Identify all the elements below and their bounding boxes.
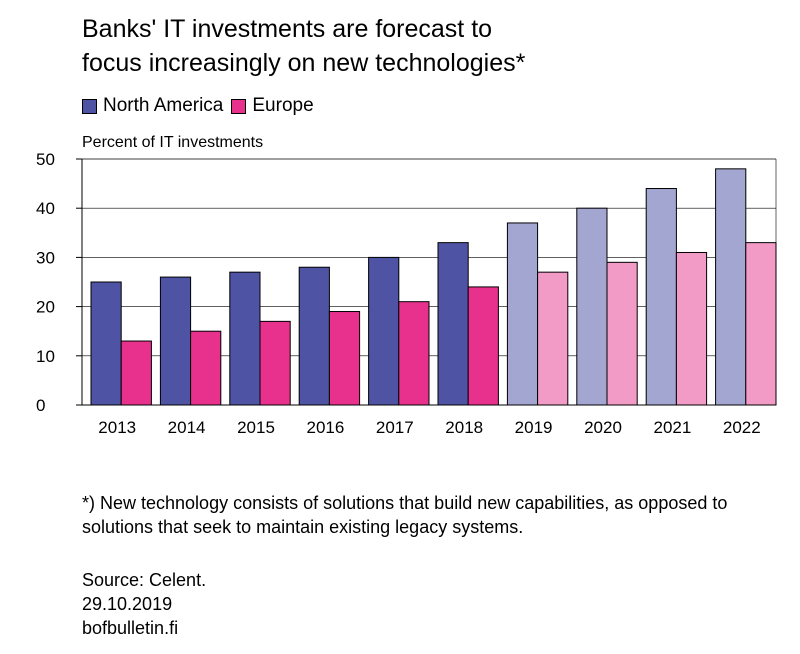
legend-label-north-america: North America [103, 95, 224, 116]
x-tick-label: 2019 [515, 418, 553, 437]
x-tick-label: 2016 [306, 418, 344, 437]
x-tick-label: 2020 [584, 418, 622, 437]
bar-europe-2022 [745, 242, 777, 406]
bars [90, 168, 777, 406]
bar-north-america-2022 [715, 168, 747, 406]
source-label: Source: Celent. [82, 570, 207, 590]
bar-europe-2015 [259, 320, 291, 406]
bar-north-america-2014 [159, 276, 192, 406]
bar-europe-2014 [190, 330, 222, 406]
x-tick-label: 2013 [98, 418, 136, 437]
x-tick-label: 2015 [237, 418, 275, 437]
website: bofbulletin.fi [82, 618, 179, 638]
y-tick-label: 0 [36, 396, 45, 415]
bar-north-america-2021 [645, 188, 677, 406]
bar-europe-2021 [675, 251, 708, 406]
bar-europe-2013 [120, 340, 152, 406]
chart-title-line-1: Banks' IT investments are forecast to [82, 15, 493, 43]
bar-europe-2016 [328, 311, 361, 406]
source-block: Source: Celent. 29.10.2019 bofbulletin.f… [82, 568, 206, 640]
y-tick-label: 20 [36, 298, 55, 317]
bar-north-america-2016 [298, 266, 330, 406]
bar-europe-2020 [606, 261, 638, 406]
bar-north-america-2017 [368, 256, 400, 406]
publication-date: 29.10.2019 [82, 594, 173, 614]
y-tick-label: 30 [36, 248, 55, 267]
bar-europe-2018 [467, 286, 499, 406]
bar-europe-2019 [537, 271, 569, 406]
legend-swatch-europe [231, 98, 247, 114]
bar-north-america-2013 [90, 281, 122, 406]
plot-frame [81, 158, 777, 406]
x-tick-label: 2014 [168, 418, 206, 437]
y-tick-label: 10 [36, 347, 55, 366]
bar-north-america-2019 [506, 222, 539, 406]
chart-legend: North America Europe [82, 95, 322, 117]
bar-north-america-2020 [576, 207, 608, 406]
legend-item-north-america: North America [82, 95, 223, 117]
legend-item-europe: Europe [231, 95, 314, 117]
footnote: *) New technology consists of solutions … [82, 493, 728, 537]
bar-chart: Percent of IT investments 0 10 20 30 40 50 20… [36, 134, 777, 437]
y-tick-label: 50 [36, 150, 55, 169]
chart-title: Banks' IT investments are forecast to fo… [82, 12, 782, 80]
bar-europe-2017 [398, 301, 430, 406]
x-tick-label: 2017 [376, 418, 414, 437]
y-axis-label: Percent of IT investments [82, 134, 263, 151]
x-tick-label: 2018 [445, 418, 483, 437]
x-axis-ticks: 2013 2014 2015 2016 2017 2018 2019 2020 2021 2022 [98, 418, 760, 437]
bar-north-america-2018 [437, 242, 469, 406]
x-tick-label: 2021 [653, 418, 691, 437]
legend-label-europe: Europe [252, 95, 314, 116]
y-tick-label: 40 [36, 199, 55, 218]
y-axis-ticks: 0 10 20 30 40 50 [36, 150, 82, 415]
x-tick-label: 2022 [723, 418, 761, 437]
legend-swatch-north-america [82, 98, 97, 114]
bar-north-america-2015 [229, 271, 261, 406]
chart-title-line-2: focus increasingly on new technologies* [82, 49, 526, 77]
